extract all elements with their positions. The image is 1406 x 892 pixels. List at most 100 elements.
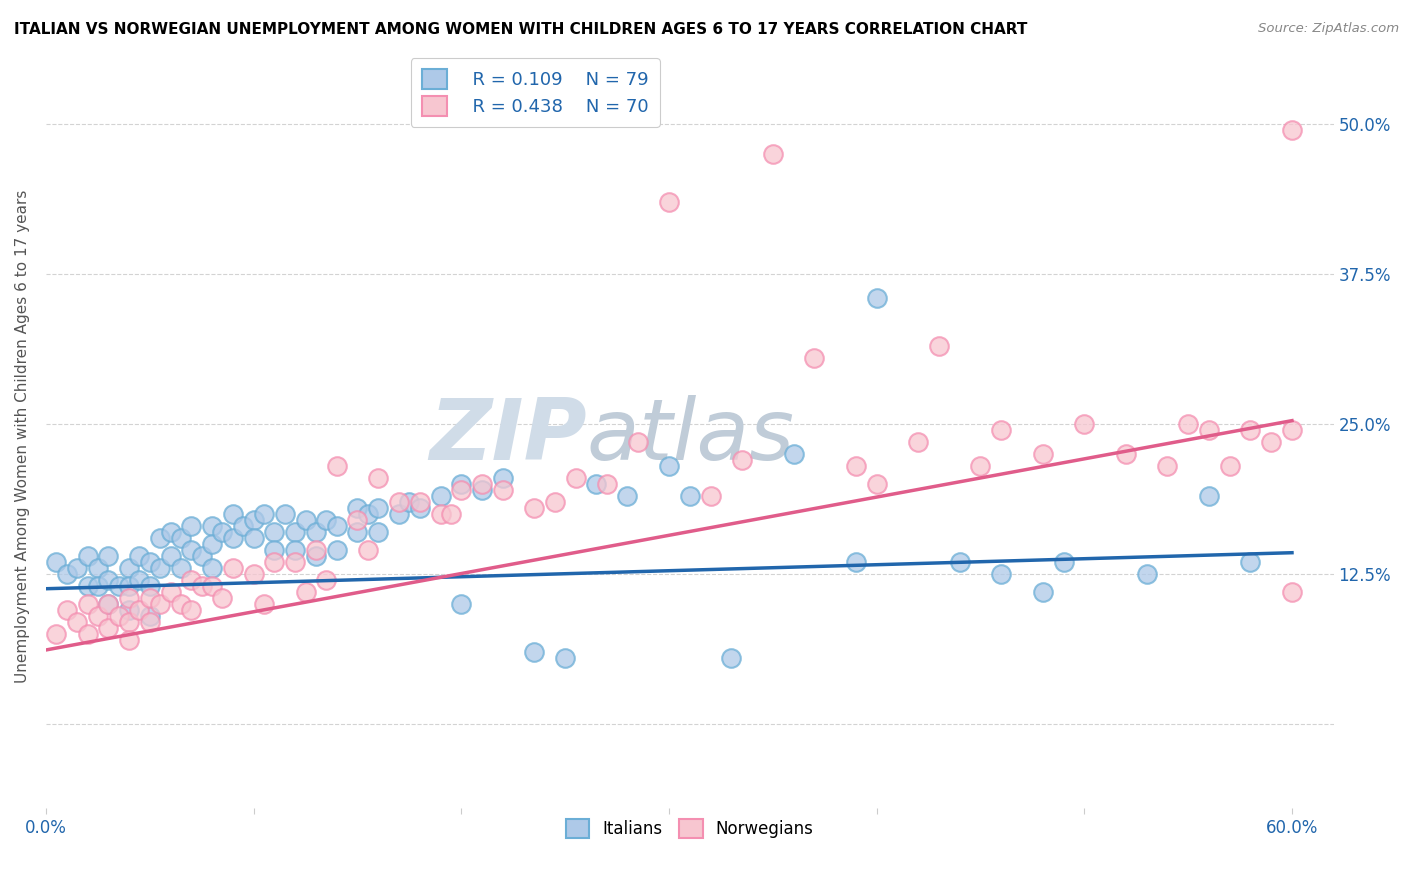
Point <box>346 525 368 540</box>
Point <box>325 459 347 474</box>
Point <box>97 621 120 635</box>
Point <box>139 609 162 624</box>
Point <box>180 519 202 533</box>
Point <box>170 598 193 612</box>
Point <box>315 513 337 527</box>
Point <box>263 525 285 540</box>
Point <box>409 495 432 509</box>
Legend: Italians, Norwegians: Italians, Norwegians <box>560 813 821 845</box>
Point <box>139 615 162 630</box>
Point <box>222 561 245 575</box>
Point <box>97 598 120 612</box>
Point <box>429 508 451 522</box>
Point <box>450 598 472 612</box>
Point <box>398 495 420 509</box>
Point <box>866 291 889 305</box>
Point <box>1156 459 1178 474</box>
Point <box>990 423 1012 437</box>
Point <box>97 598 120 612</box>
Point <box>294 513 316 527</box>
Point <box>440 508 463 522</box>
Point <box>564 471 586 485</box>
Point <box>222 508 245 522</box>
Point <box>118 615 141 630</box>
Point <box>294 585 316 599</box>
Point <box>1239 555 1261 569</box>
Point <box>357 508 380 522</box>
Point <box>1115 447 1137 461</box>
Point <box>1177 417 1199 432</box>
Point <box>1281 585 1303 599</box>
Point <box>159 549 181 564</box>
Point <box>45 627 67 641</box>
Point <box>388 508 411 522</box>
Point <box>201 579 224 593</box>
Point <box>585 477 607 491</box>
Point <box>315 574 337 588</box>
Point <box>720 651 742 665</box>
Point <box>45 555 67 569</box>
Point <box>55 567 77 582</box>
Point <box>699 489 721 503</box>
Point <box>1260 435 1282 450</box>
Point <box>471 477 494 491</box>
Point <box>76 579 98 593</box>
Point <box>845 555 868 569</box>
Point <box>928 339 950 353</box>
Point <box>107 579 129 593</box>
Point <box>139 591 162 606</box>
Point <box>170 531 193 545</box>
Point <box>159 525 181 540</box>
Point <box>616 489 638 503</box>
Point <box>1281 123 1303 137</box>
Point <box>325 519 347 533</box>
Point <box>367 501 389 516</box>
Point <box>118 633 141 648</box>
Point <box>523 501 546 516</box>
Point <box>357 543 380 558</box>
Point <box>1281 423 1303 437</box>
Point <box>388 495 411 509</box>
Point <box>679 489 702 503</box>
Point <box>1219 459 1241 474</box>
Point <box>263 555 285 569</box>
Point <box>346 513 368 527</box>
Point <box>201 519 224 533</box>
Point <box>263 543 285 558</box>
Point <box>450 477 472 491</box>
Point <box>1198 489 1220 503</box>
Point <box>253 508 276 522</box>
Point <box>305 525 328 540</box>
Point <box>201 537 224 551</box>
Point <box>523 645 546 659</box>
Point <box>367 525 389 540</box>
Point <box>190 549 212 564</box>
Point <box>242 567 264 582</box>
Point <box>845 459 868 474</box>
Point <box>1032 585 1054 599</box>
Point <box>969 459 991 474</box>
Point <box>253 598 276 612</box>
Text: atlas: atlas <box>586 395 794 478</box>
Point <box>242 531 264 545</box>
Point <box>274 508 297 522</box>
Text: ZIP: ZIP <box>429 395 586 478</box>
Point <box>211 525 233 540</box>
Point <box>149 531 172 545</box>
Point <box>87 579 110 593</box>
Point <box>949 555 972 569</box>
Point <box>118 561 141 575</box>
Point <box>730 453 752 467</box>
Point <box>118 591 141 606</box>
Point <box>87 561 110 575</box>
Point <box>1198 423 1220 437</box>
Point <box>107 609 129 624</box>
Point <box>170 561 193 575</box>
Point <box>66 615 89 630</box>
Point <box>554 651 576 665</box>
Point <box>409 501 432 516</box>
Point <box>762 147 785 161</box>
Point <box>492 483 515 498</box>
Point <box>55 603 77 617</box>
Point <box>118 603 141 617</box>
